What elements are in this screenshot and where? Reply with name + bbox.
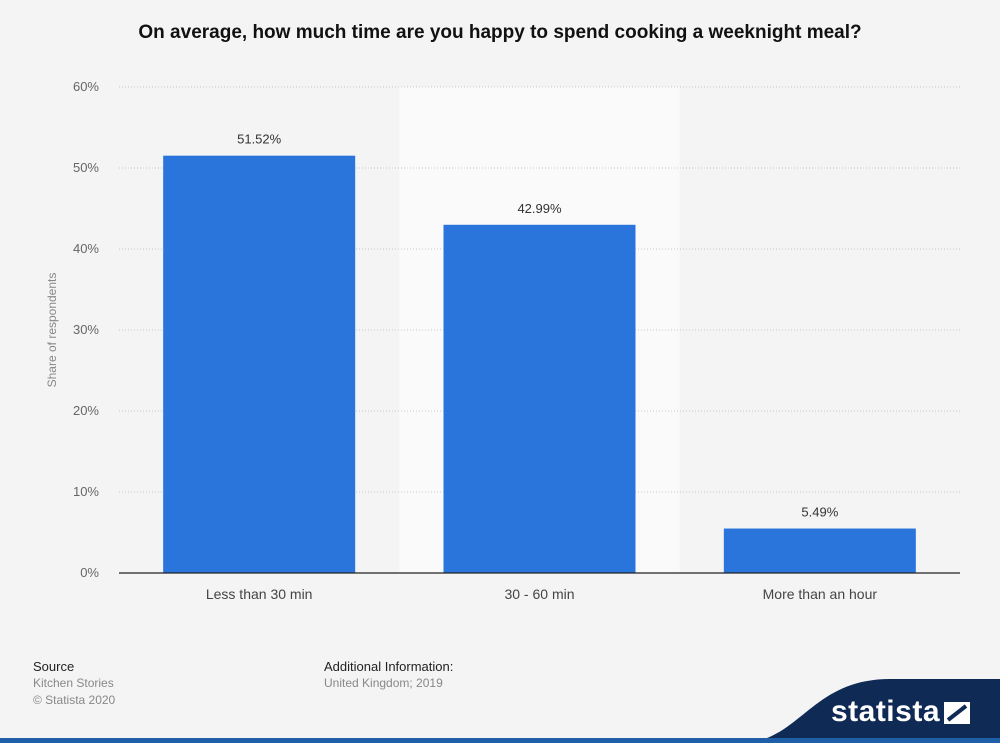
- statista-logo[interactable]: statista: [830, 695, 940, 728]
- y-tick-label: 10%: [73, 484, 99, 499]
- x-tick-label: Less than 30 min: [206, 586, 313, 602]
- bar[interactable]: [163, 155, 356, 574]
- additional-info-line: United Kingdom; 2019: [324, 676, 443, 690]
- bar-chart: 0% 10% 20% 30% 40% 50% 60% 51.52% Less than 30 …: [45, 79, 960, 602]
- chart-title: On average, how much time are you happy …: [138, 22, 862, 43]
- y-tick-label: 60%: [73, 79, 99, 94]
- y-axis-label: Share of respondents: [45, 273, 59, 388]
- y-tick-label: 0%: [80, 565, 99, 580]
- y-tick-label: 50%: [73, 160, 99, 175]
- data-label: 42.99%: [517, 201, 562, 216]
- source-block: Source Kitchen Stories © Statista 2020: [33, 658, 115, 709]
- x-tick-label: More than an hour: [763, 586, 878, 602]
- data-label: 5.49%: [801, 505, 838, 520]
- y-tick-label: 40%: [73, 241, 99, 256]
- copyright-line: © Statista 2020: [33, 693, 116, 707]
- source-heading: Source: [33, 659, 75, 674]
- y-tick-label: 30%: [73, 322, 99, 337]
- bar[interactable]: [443, 224, 636, 573]
- bar[interactable]: [723, 528, 916, 573]
- brand-wave: [740, 679, 1000, 743]
- additional-info-block: Additional Information: United Kingdom; …: [324, 658, 453, 692]
- data-label: 51.52%: [237, 132, 282, 147]
- x-tick-label: 30 - 60 min: [504, 586, 574, 602]
- y-tick-label: 20%: [73, 403, 99, 418]
- additional-info-heading: Additional Information:: [324, 659, 454, 674]
- brand-bar: [0, 738, 1000, 743]
- statista-logo-icon: [944, 702, 970, 724]
- source-line[interactable]: Kitchen Stories: [33, 676, 114, 690]
